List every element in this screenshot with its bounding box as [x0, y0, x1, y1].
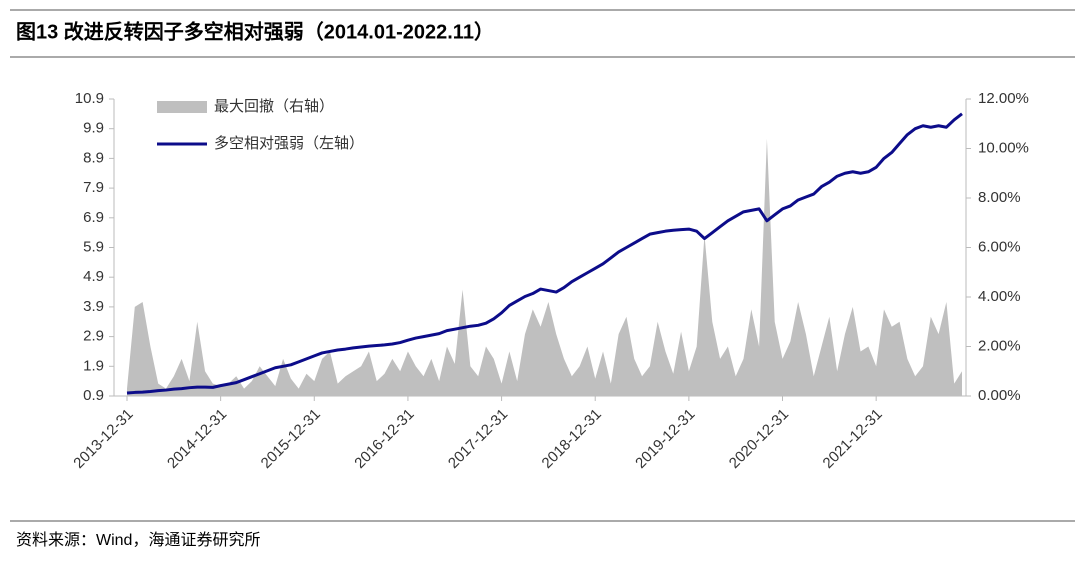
y-tick-label: 0.9: [83, 387, 104, 404]
x-tick-label: 2020-12-31: [726, 406, 792, 472]
strength-line: [126, 112, 963, 395]
x-tick-label: 2015-12-31: [258, 406, 324, 472]
x-tick-label: 2019-12-31: [632, 406, 698, 472]
y-tick-label: 1.9: [83, 357, 104, 374]
drawdown-area: [127, 138, 962, 396]
y2-tick-label: 2.00%: [978, 337, 1021, 354]
x-tick-label: 2017-12-31: [445, 406, 511, 472]
y-tick-label: 7.9: [83, 179, 104, 196]
y-tick-label: 8.9: [83, 149, 104, 166]
legend-label: 最大回撤（右轴）: [214, 98, 334, 115]
y2-tick-label: 6.00%: [978, 238, 1021, 255]
y-tick-label: 6.9: [83, 209, 104, 226]
source-note: 资料来源：Wind，海通证券研究所: [16, 531, 260, 549]
x-tick-label: 2016-12-31: [351, 406, 417, 472]
y-tick-label: 3.9: [83, 298, 104, 315]
y2-tick-label: 0.00%: [978, 387, 1021, 404]
y2-tick-label: 8.00%: [978, 189, 1021, 206]
legend-label: 多空相对强弱（左轴）: [214, 135, 364, 152]
legend-swatch: [157, 101, 207, 113]
y2-tick-label: 4.00%: [978, 288, 1021, 305]
x-tick-label: 2021-12-31: [820, 406, 886, 472]
y-tick-label: 10.9: [75, 90, 104, 107]
y-tick-label: 9.9: [83, 120, 104, 137]
y-tick-label: 4.9: [83, 268, 104, 285]
y2-tick-label: 12.00%: [978, 90, 1029, 107]
chart-title: 图13 改进反转因子多空相对强弱（2014.01-2022.11）: [16, 19, 494, 43]
y-tick-label: 2.9: [83, 328, 104, 345]
y2-tick-label: 10.00%: [978, 139, 1029, 156]
x-tick-label: 2018-12-31: [539, 406, 605, 472]
y-tick-label: 5.9: [83, 238, 104, 255]
x-tick-label: 2013-12-31: [70, 406, 136, 472]
x-tick-label: 2014-12-31: [164, 406, 230, 472]
